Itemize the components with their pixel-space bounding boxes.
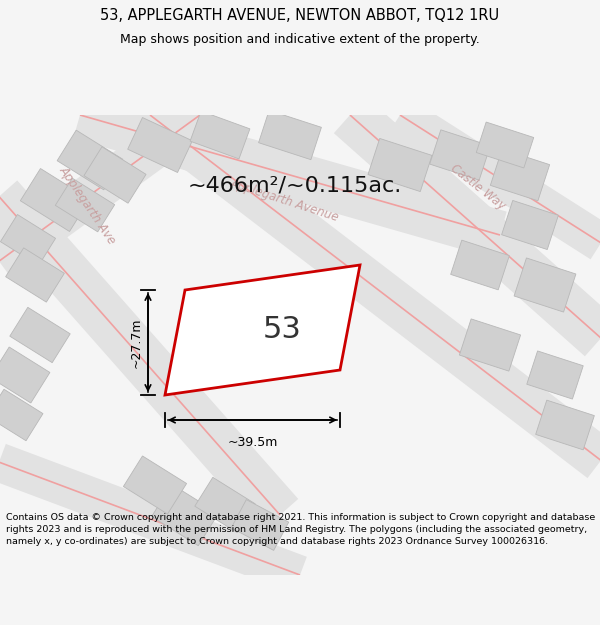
- Bar: [368, 138, 432, 192]
- Bar: [20, 169, 89, 231]
- Bar: [460, 319, 521, 371]
- Bar: [430, 130, 490, 180]
- Bar: [514, 258, 576, 312]
- Text: Applegarth Ave: Applegarth Ave: [57, 164, 119, 246]
- Text: Applegarth Avenue: Applegarth Avenue: [229, 176, 341, 224]
- Text: 53, APPLEGARTH AVENUE, NEWTON ABBOT, TQ12 1RU: 53, APPLEGARTH AVENUE, NEWTON ABBOT, TQ1…: [100, 8, 500, 22]
- Text: ~466m²/~0.115ac.: ~466m²/~0.115ac.: [188, 175, 402, 195]
- Bar: [536, 400, 595, 450]
- Bar: [190, 111, 250, 159]
- Bar: [128, 118, 193, 172]
- Bar: [195, 478, 255, 532]
- Bar: [502, 201, 559, 249]
- Bar: [5, 248, 64, 302]
- Bar: [527, 351, 583, 399]
- Bar: [259, 111, 322, 159]
- Bar: [490, 149, 550, 201]
- Text: ~27.7m: ~27.7m: [130, 318, 143, 368]
- Bar: [55, 178, 115, 232]
- Bar: [0, 347, 50, 403]
- Bar: [124, 456, 187, 514]
- Text: Castle Way: Castle Way: [448, 162, 508, 212]
- Polygon shape: [165, 265, 360, 395]
- Bar: [231, 499, 289, 551]
- Bar: [84, 147, 146, 203]
- Bar: [1, 214, 56, 266]
- Bar: [10, 308, 70, 362]
- Bar: [152, 484, 218, 546]
- Bar: [57, 130, 123, 190]
- Text: ~39.5m: ~39.5m: [227, 436, 278, 449]
- Text: 53: 53: [263, 316, 302, 344]
- Text: Contains OS data © Crown copyright and database right 2021. This information is : Contains OS data © Crown copyright and d…: [6, 514, 595, 546]
- Bar: [476, 122, 534, 168]
- Bar: [451, 240, 509, 290]
- Text: Map shows position and indicative extent of the property.: Map shows position and indicative extent…: [120, 32, 480, 46]
- Bar: [0, 389, 43, 441]
